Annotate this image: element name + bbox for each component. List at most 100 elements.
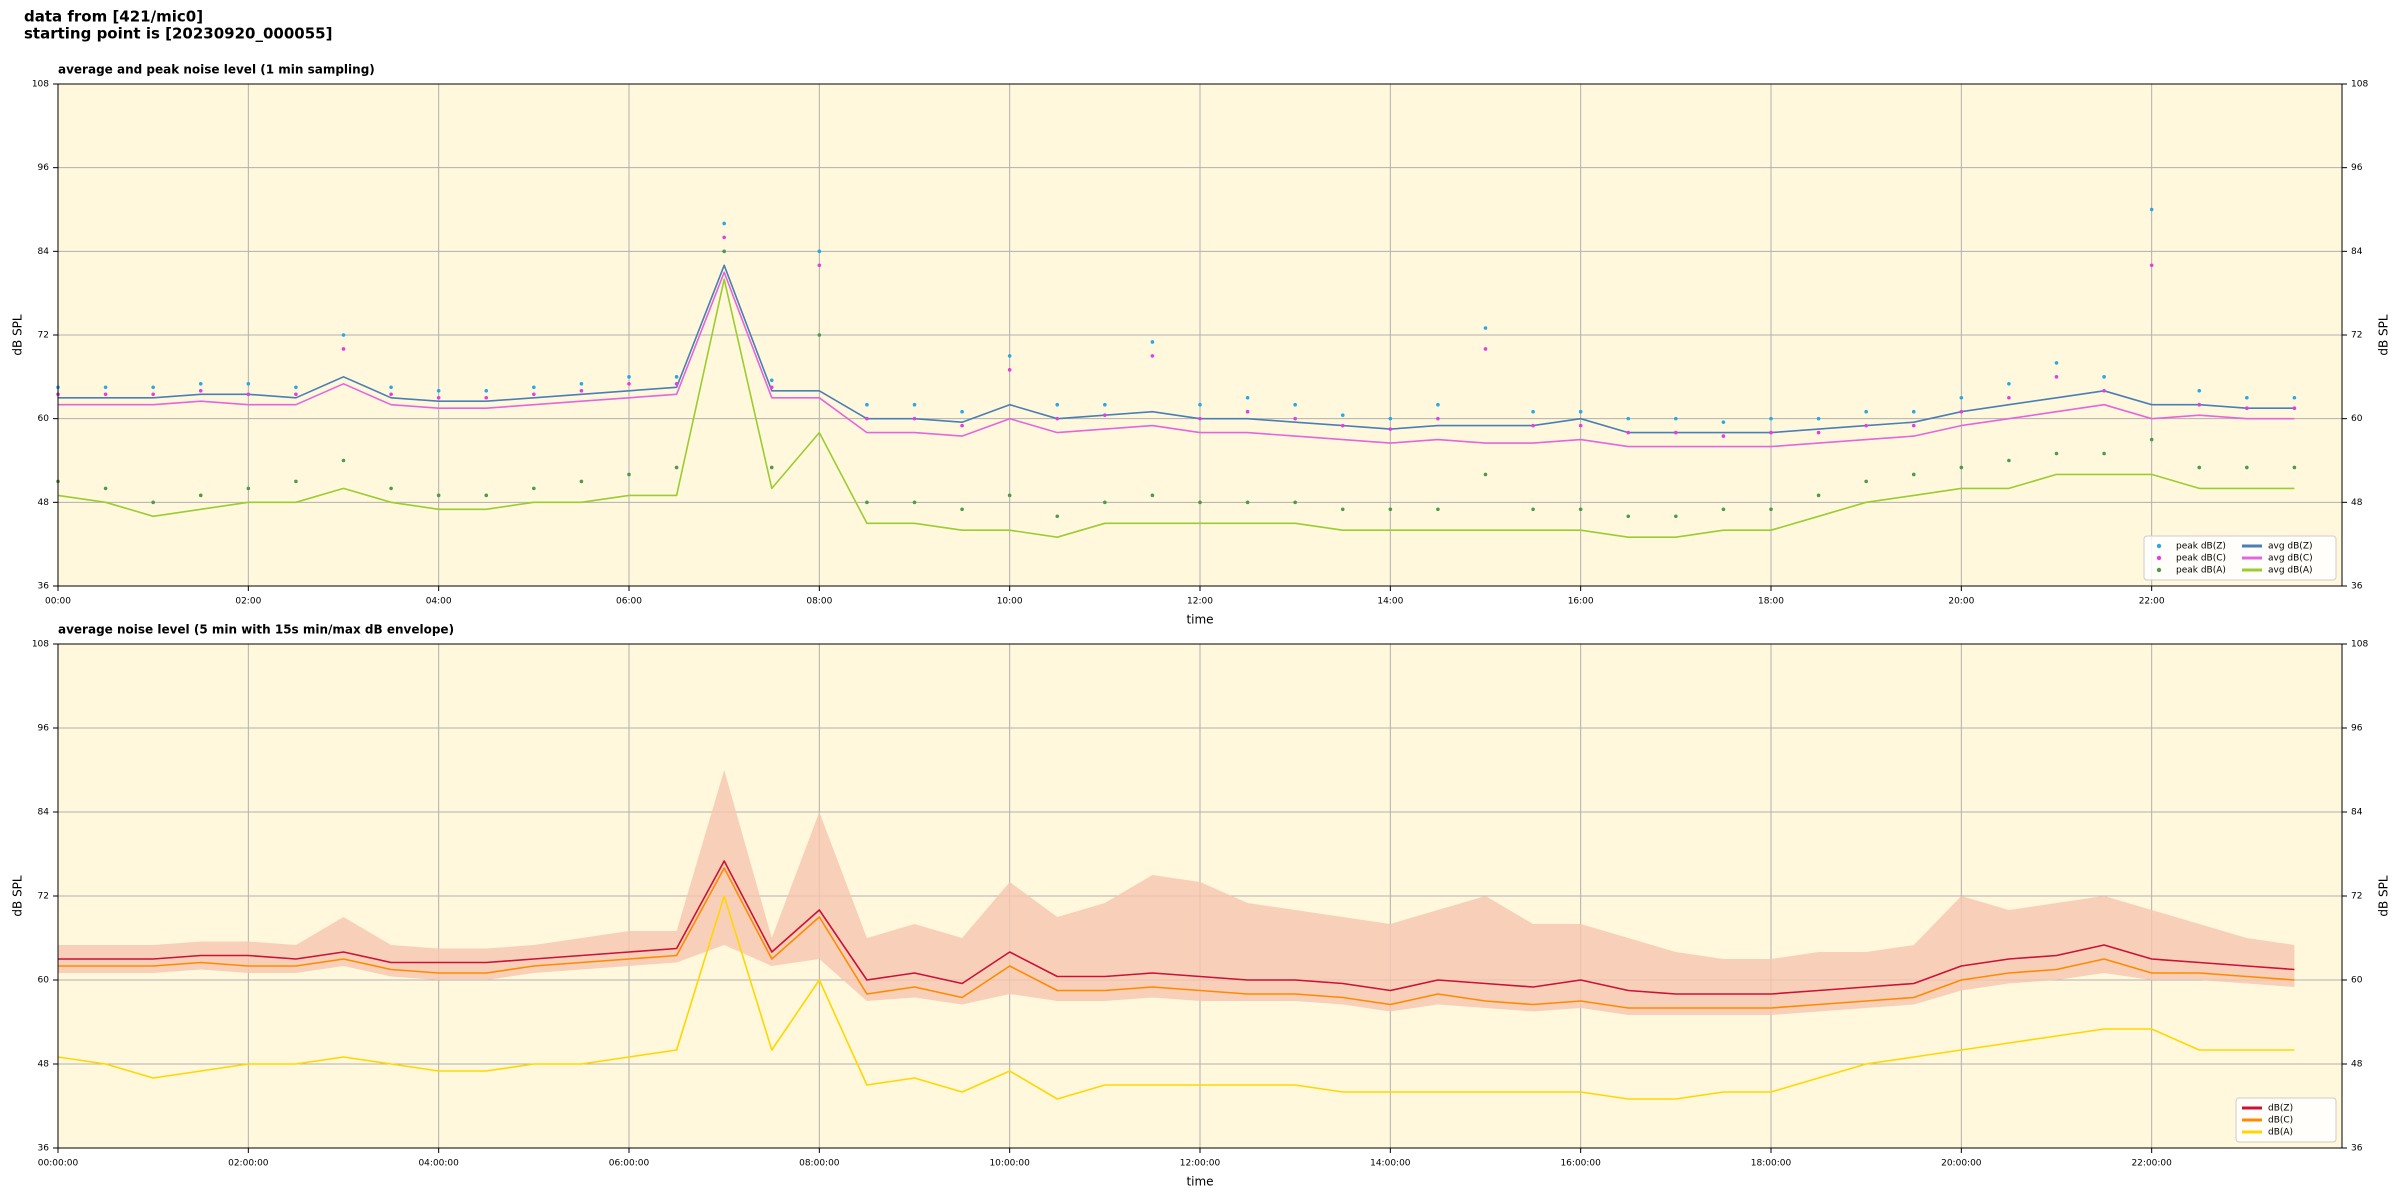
peak-point [1531, 507, 1535, 512]
peak-point [341, 347, 346, 351]
peak-point [2245, 406, 2249, 411]
peak-point [1626, 430, 1631, 435]
peak-point [1150, 493, 1155, 498]
legend-label: dB(A) [2268, 1128, 2293, 1138]
legend-marker [2156, 543, 2162, 549]
peak-point [1864, 479, 1868, 484]
legend-label: peak dB(A) [2176, 566, 2226, 576]
peak-point [674, 382, 679, 386]
peak-point [151, 500, 155, 505]
y-axis-label: dB SPL [2377, 875, 2391, 917]
peak-point [1245, 500, 1250, 505]
x-tick-label: 12:00:00 [1180, 1159, 1221, 1169]
peak-point [1436, 416, 1440, 421]
peak-point [1531, 409, 1535, 414]
peak-point [627, 375, 631, 379]
x-tick-label: 02:00:00 [228, 1159, 269, 1169]
peak-point [1626, 416, 1631, 421]
peak-point [1721, 434, 1726, 438]
peak-point [341, 458, 346, 463]
peak-point [2245, 465, 2249, 470]
x-tick-label: 20:00:00 [1941, 1159, 1982, 1169]
series-line [58, 271, 2295, 448]
peak-point [1816, 430, 1821, 435]
peak-point [1911, 423, 1916, 428]
peak-point [103, 392, 108, 397]
y-tick-label: 84 [38, 808, 50, 818]
y-tick-label: 48 [38, 498, 50, 508]
header-line: starting point is [20230920_000055] [24, 25, 332, 43]
peak-point [912, 500, 917, 505]
peak-point [246, 486, 251, 491]
x-tick-label: 12:00 [1187, 597, 1213, 607]
peak-point [769, 385, 774, 390]
peak-point [579, 382, 584, 386]
legend-marker [2156, 567, 2162, 573]
peak-point [103, 385, 108, 390]
x-tick-label: 16:00 [1568, 597, 1594, 607]
x-tick-label: 02:00 [235, 597, 261, 607]
x-tick-label: 04:00:00 [418, 1159, 459, 1169]
legend-label: avg dB(Z) [2268, 542, 2313, 552]
peak-point [1007, 493, 1012, 498]
x-tick-label: 00:00 [45, 597, 71, 607]
peak-point [1388, 507, 1393, 512]
peak-point [1340, 423, 1345, 428]
peak-point [1578, 423, 1583, 428]
x-tick-label: 14:00:00 [1370, 1159, 1411, 1169]
peak-point [1055, 402, 1060, 407]
y-tick-label: 48 [2351, 498, 2363, 508]
peak-point [198, 388, 203, 393]
x-tick-label: 04:00 [426, 597, 452, 607]
legend-label: dB(Z) [2268, 1104, 2293, 1114]
peak-point [1055, 514, 1060, 519]
legend-label: avg dB(A) [2268, 566, 2312, 576]
peak-point [1911, 472, 1916, 477]
peak-point [1721, 420, 1726, 424]
y-tick-label: 96 [38, 724, 50, 734]
peak-point [1578, 507, 1583, 512]
series-line [57, 278, 2295, 538]
plot-frame [57, 83, 2343, 587]
legend-label: avg dB(C) [2268, 554, 2313, 564]
peak-point [2054, 451, 2059, 456]
peak-point [2245, 395, 2249, 400]
peak-point [1816, 416, 1821, 421]
series-line [57, 895, 2295, 1100]
peak-point [1578, 409, 1583, 414]
series-line [58, 867, 2295, 1009]
x-tick-label: 08:00:00 [799, 1159, 840, 1169]
series-line [58, 860, 2295, 995]
peak-point [2149, 437, 2154, 442]
peak-point [1340, 413, 1345, 417]
peak-point [2054, 361, 2059, 365]
x-tick-label: 22:00:00 [2131, 1159, 2172, 1169]
peak-point [1483, 472, 1488, 477]
peak-point [294, 392, 298, 397]
peak-point [436, 395, 441, 400]
peak-point [246, 392, 251, 397]
peak-point [1769, 430, 1773, 435]
peak-point [1959, 395, 1964, 400]
x-axis-label: time [1186, 1175, 1213, 1189]
peak-point [294, 479, 298, 484]
peak-point [198, 382, 203, 386]
y-tick-label: 60 [2351, 414, 2363, 424]
peak-point [1959, 409, 1964, 414]
legend-marker [2156, 555, 2162, 561]
peak-point [151, 392, 155, 397]
peak-point [674, 375, 679, 379]
peak-point [1293, 416, 1297, 421]
peak-point [2292, 406, 2297, 411]
y-tick-label: 96 [2351, 724, 2363, 734]
peak-point [912, 416, 917, 421]
peak-point [1388, 416, 1393, 421]
peak-point [579, 479, 584, 484]
peak-point [960, 423, 964, 428]
peak-point [2292, 395, 2297, 400]
x-tick-label: 18:00:00 [1751, 1159, 1792, 1169]
legend-label: peak dB(Z) [2176, 542, 2226, 552]
x-tick-label: 20:00 [1948, 597, 1974, 607]
peak-point [532, 385, 536, 390]
peak-point [865, 500, 869, 505]
